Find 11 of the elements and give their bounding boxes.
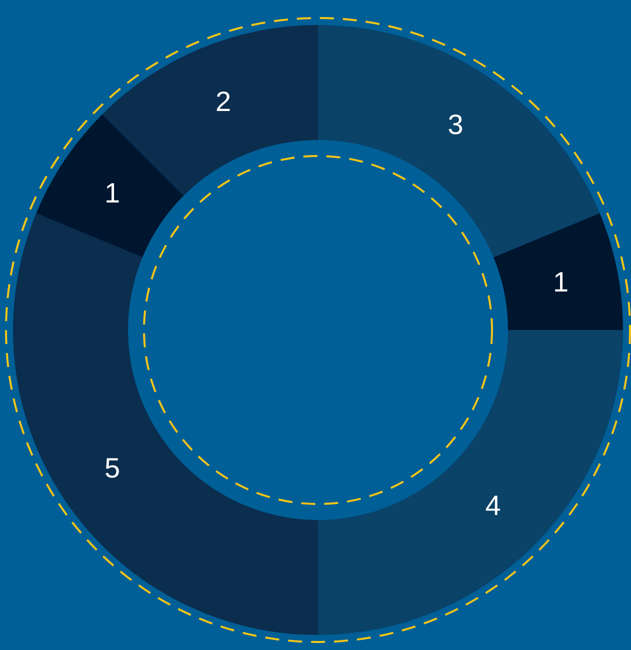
data-label: 4: [485, 490, 501, 521]
data-label: 2: [215, 86, 232, 118]
donut-slice: [36, 114, 184, 258]
data-label: 1: [104, 177, 120, 208]
donut-slice: [318, 330, 623, 635]
donut-slice: [13, 213, 318, 635]
data-label: 1: [552, 266, 569, 298]
donut-slice: [318, 25, 600, 258]
data-label: 5: [104, 452, 120, 484]
donut-slice: [494, 213, 623, 330]
data-label: 3: [448, 109, 464, 140]
